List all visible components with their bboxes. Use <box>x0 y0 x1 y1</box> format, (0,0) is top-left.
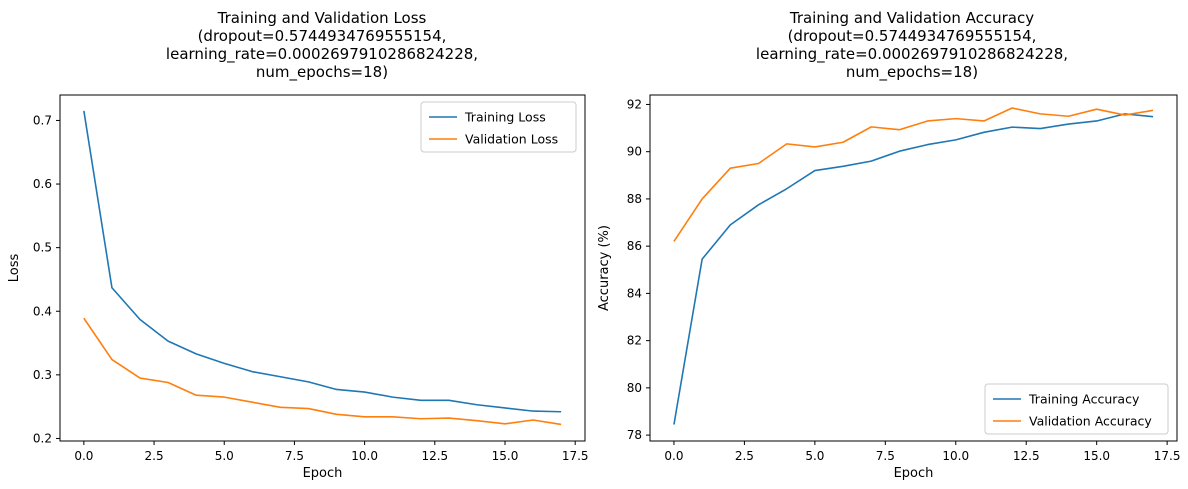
y-tick-label: 80 <box>627 381 642 395</box>
legend-box <box>984 383 1169 435</box>
legend: Training Accuracy Validation Accuracy <box>984 383 1169 435</box>
y-tick-label: 0.5 <box>33 241 52 255</box>
legend-entry: Training Accuracy <box>1028 392 1140 407</box>
y-tick-label: 86 <box>627 239 642 253</box>
chart-title-line: (dropout=0.5744934769555154, <box>198 27 447 45</box>
legend-entry: Training Loss <box>464 110 546 125</box>
loss-chart-panel: Training and Validation Loss(dropout=0.5… <box>7 9 589 481</box>
x-tick-label: 17.5 <box>562 449 589 463</box>
x-tick-label: 10.0 <box>351 449 378 463</box>
x-tick-label: 15.0 <box>492 449 519 463</box>
legend-box <box>420 101 577 153</box>
y-tick-label: 84 <box>627 286 642 300</box>
plot-frame <box>59 94 586 442</box>
series-line-training-accuracy <box>673 113 1154 425</box>
x-axis-label: Epoch <box>894 466 934 481</box>
x-tick-label: 15.0 <box>1083 449 1110 463</box>
chart-title-line: learning_rate=0.0002697910286824228, <box>166 45 478 64</box>
y-tick-label: 88 <box>627 192 642 206</box>
legend-entry: Validation Loss <box>465 132 558 147</box>
chart-title-line: learning_rate=0.0002697910286824228, <box>756 45 1068 64</box>
x-tick-label: 17.5 <box>1154 449 1181 463</box>
y-tick-label: 78 <box>627 428 642 442</box>
y-axis-label: Accuracy (%) <box>597 225 612 311</box>
x-tick-label: 0.0 <box>664 449 683 463</box>
chart-title-line: Training and Validation Loss <box>217 9 427 27</box>
y-tick-label: 92 <box>627 97 642 111</box>
series-line-validation-accuracy <box>673 107 1154 242</box>
x-tick-label: 7.5 <box>876 449 895 463</box>
chart-title-line: Training and Validation Accuracy <box>789 9 1034 27</box>
chart-title-line: num_epochs=18) <box>846 63 978 82</box>
x-axis-label: Epoch <box>303 466 343 481</box>
y-tick-label: 0.3 <box>33 368 52 382</box>
x-tick-label: 7.5 <box>285 449 304 463</box>
x-tick-label: 12.5 <box>1013 449 1040 463</box>
x-tick-label: 2.5 <box>735 449 754 463</box>
x-tick-label: 12.5 <box>421 449 448 463</box>
chart-title-line: num_epochs=18) <box>256 63 388 82</box>
x-tick-label: 2.5 <box>145 449 164 463</box>
y-tick-label: 82 <box>627 334 642 348</box>
x-tick-label: 5.0 <box>805 449 824 463</box>
y-tick-label: 90 <box>627 145 642 159</box>
series-line-training-loss <box>83 110 562 413</box>
y-axis-label: Loss <box>7 254 22 283</box>
x-tick-label: 0.0 <box>74 449 93 463</box>
y-tick-label: 0.6 <box>33 177 52 191</box>
x-tick-label: 10.0 <box>942 449 969 463</box>
y-tick-label: 0.7 <box>33 113 52 127</box>
y-tick-label: 0.2 <box>33 431 52 445</box>
x-tick-label: 5.0 <box>215 449 234 463</box>
legend: Training Loss Validation Loss <box>420 101 577 153</box>
accuracy-chart-panel: Training and Validation Accuracy(dropout… <box>597 9 1180 481</box>
chart-title-line: (dropout=0.5744934769555154, <box>788 27 1037 45</box>
y-tick-label: 0.4 <box>33 304 52 318</box>
series-line-validation-loss <box>83 317 562 426</box>
plot-frame <box>649 94 1178 442</box>
legend-entry: Validation Accuracy <box>1029 414 1152 429</box>
